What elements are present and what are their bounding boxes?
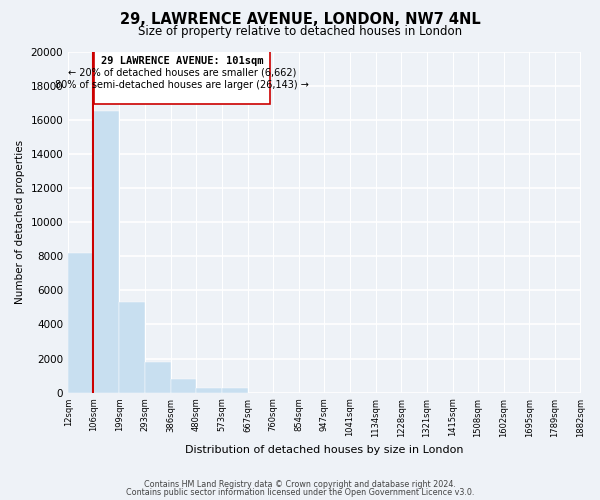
Bar — [94, 111, 119, 392]
Bar — [68, 253, 94, 392]
Bar — [94, 50, 271, 104]
X-axis label: Distribution of detached houses by size in London: Distribution of detached houses by size … — [185, 445, 464, 455]
Text: Contains HM Land Registry data © Crown copyright and database right 2024.: Contains HM Land Registry data © Crown c… — [144, 480, 456, 489]
Text: Size of property relative to detached houses in London: Size of property relative to detached ho… — [138, 25, 462, 38]
Text: ← 20% of detached houses are smaller (6,662): ← 20% of detached houses are smaller (6,… — [68, 68, 296, 78]
Bar — [145, 362, 170, 392]
Bar — [119, 302, 145, 392]
Text: 29 LAWRENCE AVENUE: 101sqm: 29 LAWRENCE AVENUE: 101sqm — [101, 56, 263, 66]
Bar — [222, 388, 248, 392]
Y-axis label: Number of detached properties: Number of detached properties — [15, 140, 25, 304]
Text: 29, LAWRENCE AVENUE, LONDON, NW7 4NL: 29, LAWRENCE AVENUE, LONDON, NW7 4NL — [119, 12, 481, 28]
Bar — [196, 388, 222, 392]
Text: Contains public sector information licensed under the Open Government Licence v3: Contains public sector information licen… — [126, 488, 474, 497]
Bar — [170, 379, 196, 392]
Text: 80% of semi-detached houses are larger (26,143) →: 80% of semi-detached houses are larger (… — [55, 80, 309, 90]
